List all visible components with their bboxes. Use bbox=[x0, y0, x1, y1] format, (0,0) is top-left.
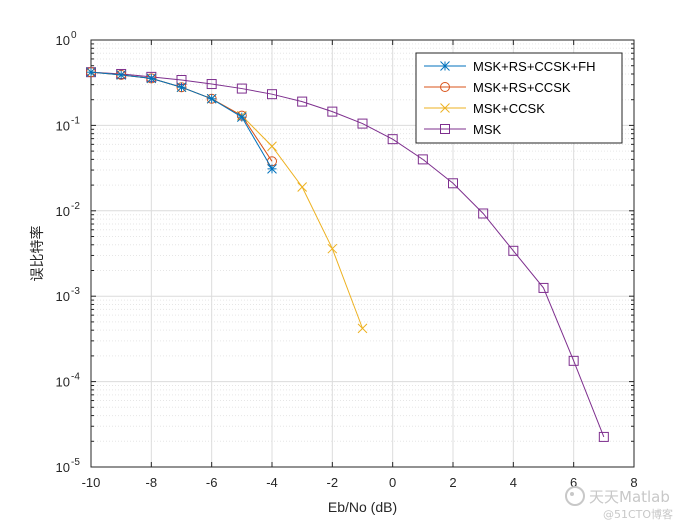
data-point bbox=[206, 79, 217, 90]
data-point bbox=[297, 96, 308, 107]
watermark-logo-icon bbox=[565, 486, 585, 506]
legend: MSK+RS+CCSK+FH MSK+RS+CCSK MSK+CCSK MSK bbox=[415, 52, 623, 144]
y-tick-label: 10 -1 bbox=[56, 115, 81, 133]
watermark: 天天Matlab @51CTO博客 bbox=[565, 486, 673, 521]
x-tick-label: -10 bbox=[82, 475, 101, 490]
series-layer bbox=[86, 67, 609, 442]
marker-stroke bbox=[327, 243, 338, 254]
x-tick-label: -4 bbox=[266, 475, 278, 490]
marker-stroke bbox=[297, 182, 308, 192]
legend-entry: MSK+RS+CCSK bbox=[424, 80, 571, 95]
data-point bbox=[478, 208, 489, 219]
y-tick-exponent: -4 bbox=[71, 372, 80, 383]
y-tick-exponent: -3 bbox=[71, 286, 80, 297]
legend-entry: MSK+CCSK bbox=[424, 101, 545, 116]
legend-label: MSK+CCSK bbox=[473, 101, 545, 116]
data-point bbox=[297, 182, 308, 192]
y-tick-base: 10 bbox=[56, 118, 70, 133]
x-tick-label: -6 bbox=[206, 475, 218, 490]
y-tick-exponent: -5 bbox=[71, 457, 80, 468]
y-tick-base: 10 bbox=[56, 289, 70, 304]
watermark-subtitle: @51CTO博客 bbox=[603, 507, 673, 521]
series-msk-rs-ccsk-fh bbox=[86, 67, 277, 174]
series-line bbox=[90, 71, 605, 438]
data-point bbox=[508, 245, 519, 256]
data-point bbox=[267, 141, 277, 152]
x-tick-label: 8 bbox=[630, 475, 637, 490]
watermark-title: 天天Matlab bbox=[589, 488, 670, 506]
x-tick-label: -8 bbox=[146, 475, 158, 490]
marker-stroke bbox=[440, 103, 450, 113]
y-tick-label: 10 -2 bbox=[56, 201, 81, 219]
data-point bbox=[236, 112, 247, 122]
data-point bbox=[86, 67, 96, 78]
legend-entry: MSK+RS+CCSK+FH bbox=[424, 59, 595, 74]
data-point bbox=[417, 154, 428, 165]
legend-label: MSK bbox=[473, 122, 502, 137]
data-point bbox=[387, 134, 398, 145]
y-tick-label: 10 -4 bbox=[56, 372, 81, 390]
legend-box bbox=[415, 52, 623, 144]
data-point bbox=[267, 89, 277, 100]
data-point bbox=[206, 93, 217, 104]
data-point bbox=[327, 106, 338, 117]
y-tick-exponent: 0 bbox=[71, 30, 77, 41]
y-tick-label: 10 -3 bbox=[56, 286, 81, 304]
legend-label: MSK+RS+CCSK+FH bbox=[473, 59, 595, 74]
data-point bbox=[538, 282, 549, 293]
y-tick-base: 10 bbox=[56, 33, 70, 48]
data-point bbox=[448, 178, 458, 189]
marker-stroke bbox=[267, 141, 277, 152]
y-tick-label: 10 -5 bbox=[56, 457, 81, 475]
data-point bbox=[598, 431, 609, 442]
watermark-logo-icon-dot bbox=[570, 492, 574, 496]
legend-entry: MSK bbox=[424, 122, 502, 137]
data-point bbox=[568, 355, 579, 366]
data-point bbox=[327, 243, 338, 254]
x-tick-label: 0 bbox=[389, 475, 396, 490]
x-tick-label: 6 bbox=[570, 475, 577, 490]
data-point bbox=[267, 163, 277, 174]
y-tick-label: 10 0 bbox=[56, 30, 77, 48]
data-point bbox=[357, 118, 368, 129]
legend-label: MSK+RS+CCSK bbox=[473, 80, 571, 95]
y-tick-base: 10 bbox=[56, 204, 70, 219]
x-tick-label: 2 bbox=[449, 475, 456, 490]
legend-marker bbox=[440, 82, 450, 92]
data-point bbox=[176, 82, 187, 93]
legend-marker bbox=[440, 61, 450, 71]
data-point bbox=[236, 83, 247, 94]
data-point bbox=[146, 73, 157, 84]
marker-stroke bbox=[357, 323, 368, 334]
x-tick-label: 4 bbox=[510, 475, 517, 490]
data-point bbox=[357, 323, 368, 334]
x-axis-label: Eb/No (dB) bbox=[328, 499, 397, 515]
legend-marker bbox=[440, 124, 450, 134]
series-line bbox=[90, 71, 363, 329]
y-axis-label: 误比特率 bbox=[29, 226, 45, 282]
y-tick-base: 10 bbox=[56, 375, 70, 390]
x-tick-labels: -10 -8 -6 -4 -2 0 2 4 6 8 bbox=[82, 475, 638, 490]
data-point bbox=[116, 70, 127, 80]
x-tick-label: -2 bbox=[327, 475, 339, 490]
y-tick-exponent: -1 bbox=[71, 115, 80, 126]
y-tick-exponent: -2 bbox=[71, 201, 80, 212]
plot-area-border bbox=[90, 39, 635, 468]
y-tick-base: 10 bbox=[56, 460, 70, 475]
axis-tick-marks bbox=[90, 39, 635, 468]
legend-marker bbox=[440, 103, 450, 113]
